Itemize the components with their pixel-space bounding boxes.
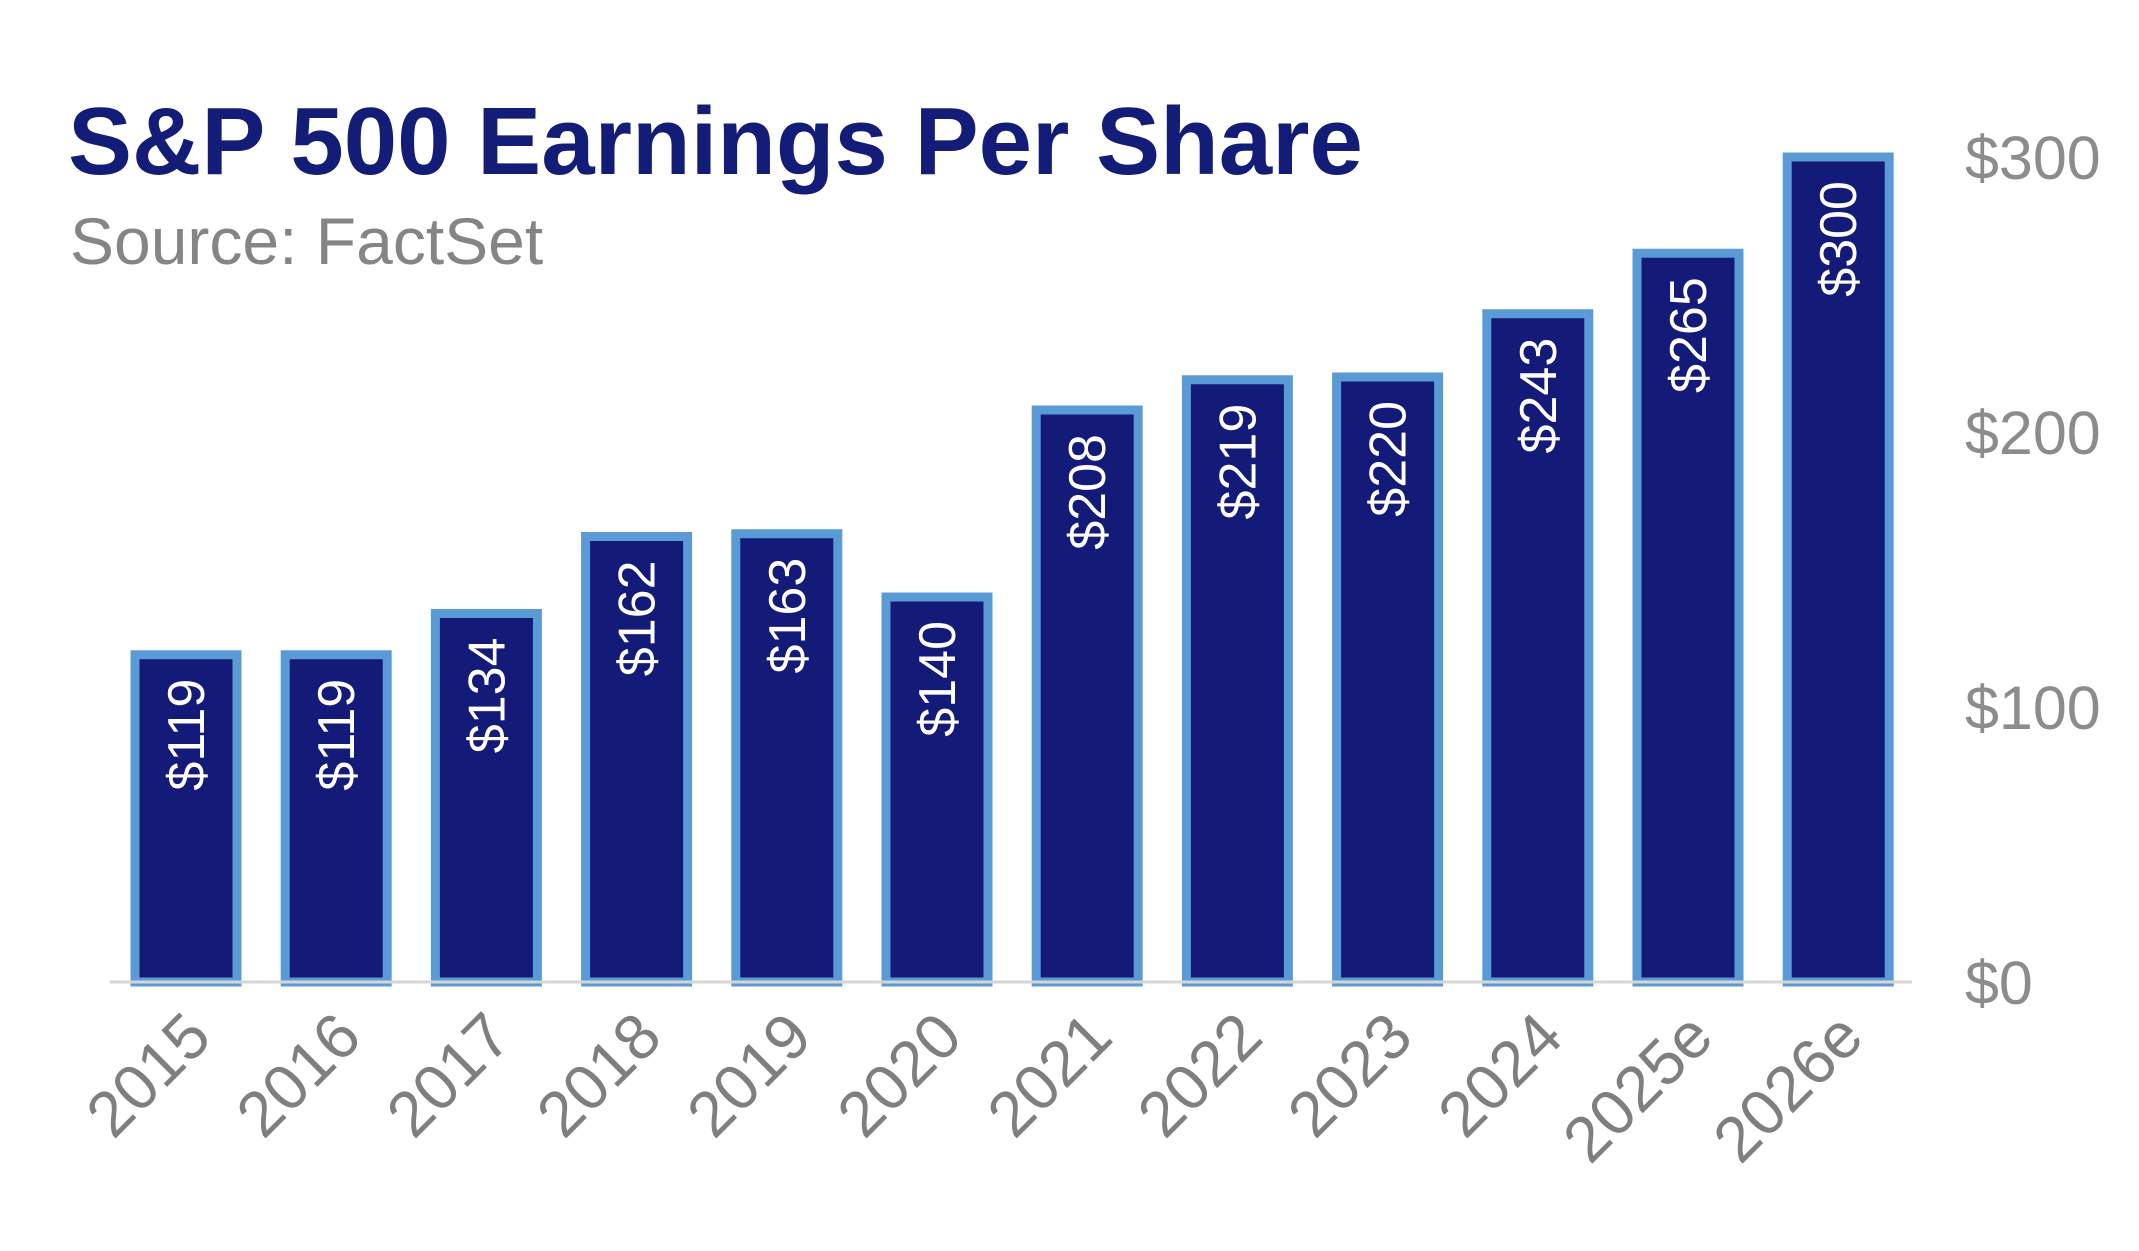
y-tick-label-200: $200 — [1965, 399, 2101, 467]
x-tick-label-2026e: 2026e — [1699, 999, 1876, 1176]
bar-2021 — [1031, 405, 1143, 987]
data-label-2016: $119 — [308, 679, 366, 791]
data-label-2018: $162 — [609, 561, 667, 677]
data-labels-layer: $119 $119 $134 $162 $163 $140 $208 $219 $220 $243… — [158, 181, 1868, 791]
x-tick-label-2016: 2016 — [223, 999, 375, 1151]
data-label-2023: $220 — [1360, 401, 1418, 517]
data-label-2024: $243 — [1510, 338, 1568, 454]
bar-2017 — [430, 609, 542, 987]
bar-2026e — [1782, 152, 1894, 987]
y-tick-label-100: $100 — [1965, 674, 2101, 742]
data-label-2026e: $300 — [1810, 181, 1868, 297]
y-axis: $0 $100 $200 $300 — [1965, 124, 2101, 1017]
x-axis: 2015201620172018201920202021202220232024… — [72, 999, 1876, 1176]
x-tick-label-2018: 2018 — [523, 999, 675, 1151]
data-label-2022: $219 — [1209, 404, 1267, 520]
chart-title: S&P 500 Earnings Per Share — [68, 88, 1363, 195]
bar-2020 — [881, 592, 993, 987]
x-tick-label-2020: 2020 — [823, 999, 975, 1151]
bars-layer — [130, 152, 1894, 987]
data-label-2021: $208 — [1059, 434, 1117, 550]
bar-2024 — [1482, 309, 1594, 987]
chart-subtitle: Source: FactSet — [70, 204, 544, 278]
x-tick-label-2021: 2021 — [974, 999, 1126, 1151]
bar-2022 — [1181, 375, 1293, 987]
y-tick-label-0: $0 — [1965, 949, 2033, 1017]
x-tick-label-2019: 2019 — [673, 999, 825, 1151]
y-tick-label-300: $300 — [1965, 124, 2101, 192]
bar-2016 — [280, 650, 392, 987]
data-label-2019: $163 — [759, 558, 817, 674]
data-label-2020: $140 — [909, 621, 967, 737]
bar-2019 — [731, 529, 843, 987]
x-tick-label-2025e: 2025e — [1549, 999, 1726, 1176]
x-tick-label-2022: 2022 — [1124, 999, 1276, 1151]
data-label-2025e: $265 — [1660, 277, 1718, 393]
data-label-2015: $119 — [158, 679, 216, 791]
x-tick-label-2015: 2015 — [72, 999, 224, 1151]
x-tick-label-2017: 2017 — [373, 999, 525, 1151]
x-tick-label-2023: 2023 — [1274, 999, 1426, 1151]
data-label-2017: $134 — [458, 638, 516, 754]
